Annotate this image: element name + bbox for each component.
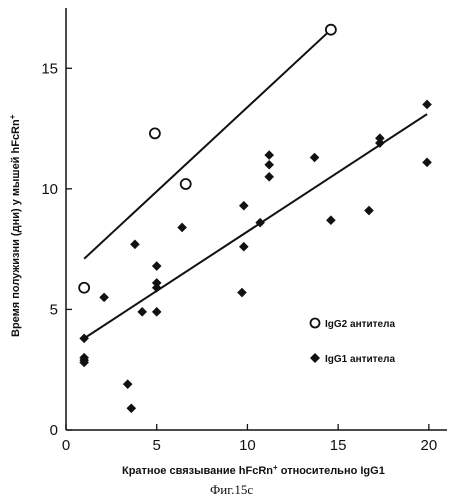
x-axis-title-main: Кратное связывание hFcRn xyxy=(122,465,273,477)
igg1-data-point xyxy=(237,287,247,298)
trendlines xyxy=(83,28,428,340)
y-tick-label: 15 xyxy=(41,60,58,77)
x-axis-title-sup: + xyxy=(273,463,278,472)
x-tick-label: 15 xyxy=(330,437,347,454)
y-axis-title-sup: + xyxy=(8,114,17,119)
igg1-data-point xyxy=(364,205,374,216)
igg1-data-point xyxy=(239,200,249,211)
figure-caption: Фиг.15с xyxy=(210,482,253,497)
igg1-data-point xyxy=(309,152,320,163)
igg1-data-point xyxy=(177,222,187,233)
igg1-data-point xyxy=(264,159,274,170)
y-tick-label: 10 xyxy=(41,181,58,198)
legend-label-igg1: IgG1 антитела xyxy=(325,354,395,365)
igg1-data-point xyxy=(255,217,265,228)
igg1-data-point xyxy=(151,261,162,271)
legend: IgG2 антитела IgG1 антитела xyxy=(309,317,395,365)
x-tick-label: 0 xyxy=(62,437,70,454)
x-tick-label: 20 xyxy=(421,437,438,454)
x-axis-title: Кратное связывание hFcRn+ относительно I… xyxy=(122,463,385,477)
legend-open-circle-marker xyxy=(309,317,321,329)
igg1-data-point xyxy=(151,307,162,317)
y-axis-title: Время полужизни (дни) у мышей hFcRn+ xyxy=(8,114,22,337)
axes xyxy=(65,8,447,431)
igg1-data-point xyxy=(151,282,162,293)
x-tick-label: 5 xyxy=(153,437,161,454)
data-points xyxy=(78,23,432,414)
igg2-data-point xyxy=(324,23,337,36)
igg1-data-point xyxy=(99,292,109,303)
y-tick-label: 0 xyxy=(50,422,58,439)
igg1-data-point xyxy=(122,379,133,389)
x-axis-title-tail: относительно IgG1 xyxy=(278,465,385,477)
igg1-data-point xyxy=(79,357,89,368)
trendline-igg1 xyxy=(83,113,428,340)
ticks: 0 5 10 15 20 0 5 10 15 xyxy=(41,60,437,454)
igg1-data-point xyxy=(422,99,432,110)
igg1-data-point xyxy=(151,278,162,288)
igg1-data-point xyxy=(375,138,385,148)
igg1-data-point xyxy=(79,333,89,344)
igg1-data-point xyxy=(326,215,336,226)
igg1-data-point xyxy=(239,241,249,252)
igg2-data-point xyxy=(78,281,91,294)
igg2-data-point xyxy=(179,178,192,190)
x-tick-label: 10 xyxy=(239,437,256,454)
igg1-data-point xyxy=(137,307,147,317)
y-tick-label: 5 xyxy=(50,301,58,318)
igg1-data-point xyxy=(126,403,137,414)
igg2-data-point xyxy=(148,127,161,140)
legend-filled-diamond-marker xyxy=(310,353,320,363)
trendline-igg2 xyxy=(83,28,332,260)
legend-item-igg1: IgG1 антитела xyxy=(310,353,395,365)
igg1-data-point xyxy=(375,133,385,144)
igg1-data-point xyxy=(130,239,140,250)
y-axis-title-main: Время полужизни (дни) у мышей hFcRn xyxy=(10,119,22,337)
igg1-data-point xyxy=(422,157,432,168)
igg1-data-point xyxy=(264,150,274,160)
igg1-data-point xyxy=(264,172,274,182)
legend-label-igg2: IgG2 антитела xyxy=(325,319,395,330)
legend-item-igg2: IgG2 антитела xyxy=(309,317,395,330)
